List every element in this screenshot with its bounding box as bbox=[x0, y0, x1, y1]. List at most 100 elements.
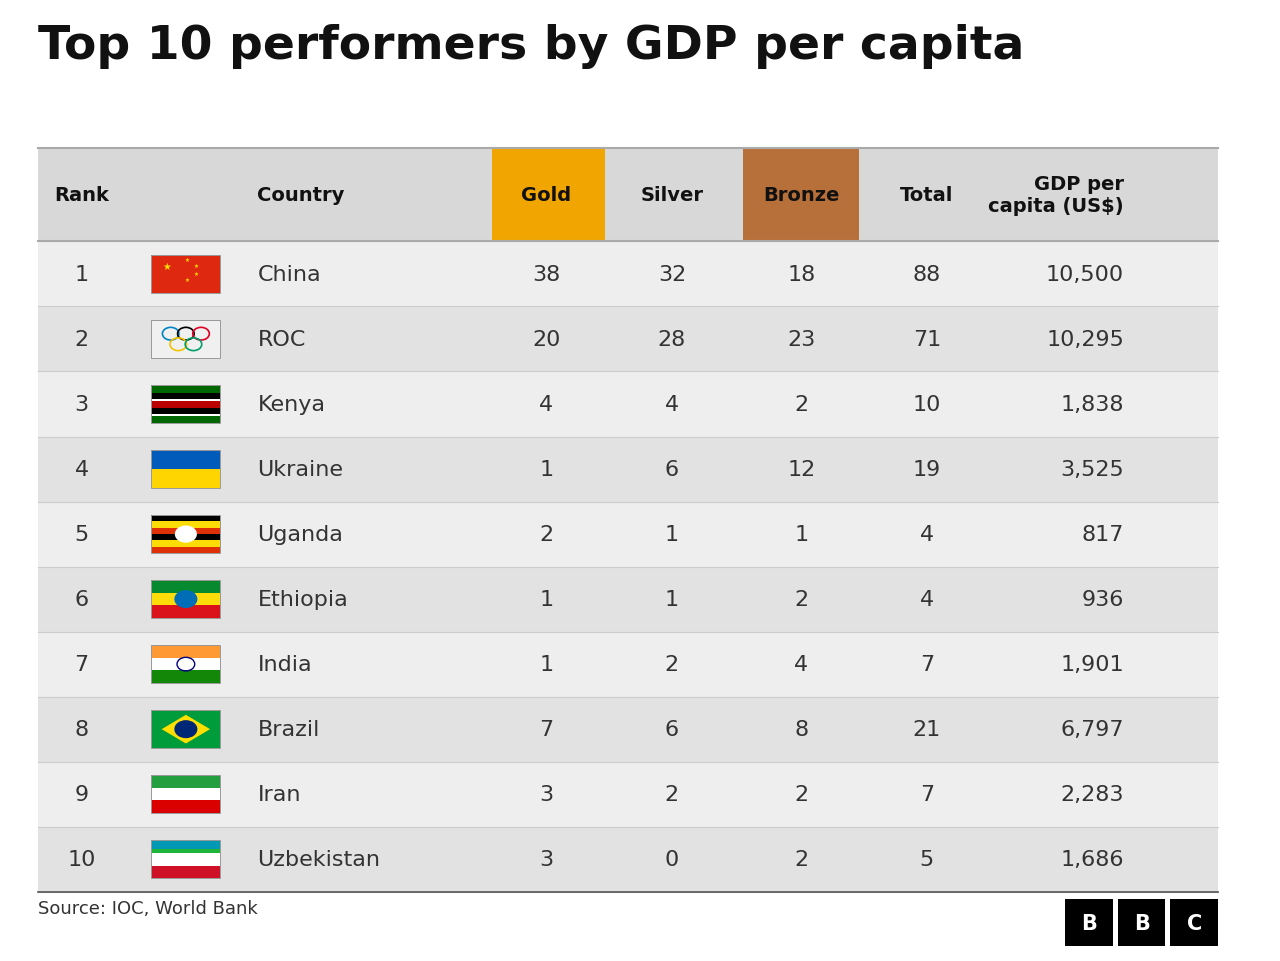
FancyBboxPatch shape bbox=[151, 658, 220, 671]
Text: 10,295: 10,295 bbox=[1046, 330, 1124, 350]
FancyBboxPatch shape bbox=[37, 372, 1219, 437]
Circle shape bbox=[175, 591, 197, 607]
Text: 6,797: 6,797 bbox=[1061, 720, 1124, 739]
Text: 4: 4 bbox=[794, 654, 808, 675]
Text: 3: 3 bbox=[539, 850, 553, 870]
Text: 2: 2 bbox=[794, 589, 808, 609]
Text: 18: 18 bbox=[787, 264, 815, 284]
Text: 5: 5 bbox=[920, 850, 934, 870]
FancyBboxPatch shape bbox=[151, 593, 220, 605]
Text: 3: 3 bbox=[539, 784, 553, 804]
FancyBboxPatch shape bbox=[151, 646, 220, 658]
Text: 38: 38 bbox=[532, 264, 561, 284]
Text: 6: 6 bbox=[74, 589, 88, 609]
Text: 4: 4 bbox=[539, 395, 553, 414]
FancyBboxPatch shape bbox=[151, 853, 220, 866]
FancyBboxPatch shape bbox=[151, 416, 220, 424]
FancyBboxPatch shape bbox=[151, 516, 220, 522]
Text: 7: 7 bbox=[74, 654, 88, 675]
Text: 4: 4 bbox=[74, 459, 88, 480]
Text: Ukraine: Ukraine bbox=[257, 459, 343, 480]
Text: ★: ★ bbox=[163, 261, 172, 271]
Text: 2: 2 bbox=[664, 784, 678, 804]
FancyBboxPatch shape bbox=[151, 534, 220, 541]
FancyBboxPatch shape bbox=[151, 321, 220, 358]
Text: 6: 6 bbox=[664, 459, 678, 480]
FancyBboxPatch shape bbox=[151, 710, 220, 749]
Text: 3,525: 3,525 bbox=[1060, 459, 1124, 480]
Text: Country: Country bbox=[257, 186, 344, 205]
FancyBboxPatch shape bbox=[151, 529, 220, 534]
Circle shape bbox=[175, 721, 197, 738]
Text: 2: 2 bbox=[664, 654, 678, 675]
FancyBboxPatch shape bbox=[37, 632, 1219, 697]
Text: 88: 88 bbox=[913, 264, 941, 284]
Text: Brazil: Brazil bbox=[257, 720, 320, 739]
Text: 10: 10 bbox=[913, 395, 941, 414]
FancyBboxPatch shape bbox=[1065, 899, 1112, 946]
Text: Top 10 performers by GDP per capita: Top 10 performers by GDP per capita bbox=[37, 24, 1024, 69]
Text: Source: IOC, World Bank: Source: IOC, World Bank bbox=[37, 899, 257, 918]
Text: 12: 12 bbox=[787, 459, 815, 480]
FancyBboxPatch shape bbox=[493, 149, 605, 242]
Text: 1,838: 1,838 bbox=[1061, 395, 1124, 414]
Text: ★: ★ bbox=[184, 278, 189, 283]
Text: Iran: Iran bbox=[257, 784, 301, 804]
FancyBboxPatch shape bbox=[151, 451, 220, 470]
Text: 4: 4 bbox=[920, 589, 934, 609]
Text: 2: 2 bbox=[794, 784, 808, 804]
FancyBboxPatch shape bbox=[151, 841, 220, 853]
Text: 3: 3 bbox=[74, 395, 88, 414]
Text: Uganda: Uganda bbox=[257, 525, 343, 545]
Text: 9: 9 bbox=[74, 784, 88, 804]
Text: C: C bbox=[1187, 913, 1202, 932]
FancyBboxPatch shape bbox=[151, 605, 220, 618]
Text: Total: Total bbox=[900, 186, 954, 205]
FancyBboxPatch shape bbox=[151, 400, 220, 402]
Text: 23: 23 bbox=[787, 330, 815, 350]
FancyBboxPatch shape bbox=[37, 437, 1219, 502]
FancyBboxPatch shape bbox=[1117, 899, 1166, 946]
FancyBboxPatch shape bbox=[151, 541, 220, 547]
FancyBboxPatch shape bbox=[744, 149, 859, 242]
FancyBboxPatch shape bbox=[151, 788, 220, 801]
FancyBboxPatch shape bbox=[151, 580, 220, 593]
Polygon shape bbox=[161, 715, 210, 744]
FancyBboxPatch shape bbox=[151, 776, 220, 788]
Text: 2: 2 bbox=[794, 395, 808, 414]
Text: 21: 21 bbox=[913, 720, 941, 739]
FancyBboxPatch shape bbox=[37, 502, 1219, 567]
Text: Uzbekistan: Uzbekistan bbox=[257, 850, 380, 870]
Text: 2,283: 2,283 bbox=[1061, 784, 1124, 804]
Text: India: India bbox=[257, 654, 312, 675]
Text: ★: ★ bbox=[184, 258, 189, 262]
Text: 1: 1 bbox=[794, 525, 808, 545]
FancyBboxPatch shape bbox=[151, 671, 220, 683]
Text: 10,500: 10,500 bbox=[1046, 264, 1124, 284]
Text: 8: 8 bbox=[74, 720, 88, 739]
FancyBboxPatch shape bbox=[151, 841, 220, 849]
Text: 71: 71 bbox=[913, 330, 941, 350]
FancyBboxPatch shape bbox=[37, 242, 1219, 308]
Text: 1: 1 bbox=[664, 589, 678, 609]
Text: Gold: Gold bbox=[521, 186, 571, 205]
Text: Rank: Rank bbox=[54, 186, 109, 205]
Text: Silver: Silver bbox=[640, 186, 704, 205]
Text: 936: 936 bbox=[1082, 589, 1124, 609]
Text: 1: 1 bbox=[74, 264, 88, 284]
FancyBboxPatch shape bbox=[37, 567, 1219, 632]
Text: 5: 5 bbox=[74, 525, 88, 545]
Text: Ethiopia: Ethiopia bbox=[257, 589, 348, 609]
Text: Bronze: Bronze bbox=[763, 186, 840, 205]
Text: B: B bbox=[1134, 913, 1149, 932]
Text: 10: 10 bbox=[68, 850, 96, 870]
Text: 1,686: 1,686 bbox=[1061, 850, 1124, 870]
FancyBboxPatch shape bbox=[37, 149, 1219, 242]
FancyBboxPatch shape bbox=[1170, 899, 1219, 946]
FancyBboxPatch shape bbox=[151, 866, 220, 878]
Text: China: China bbox=[257, 264, 321, 284]
Text: 20: 20 bbox=[532, 330, 561, 350]
FancyBboxPatch shape bbox=[37, 697, 1219, 762]
FancyBboxPatch shape bbox=[151, 547, 220, 554]
Text: 32: 32 bbox=[658, 264, 686, 284]
